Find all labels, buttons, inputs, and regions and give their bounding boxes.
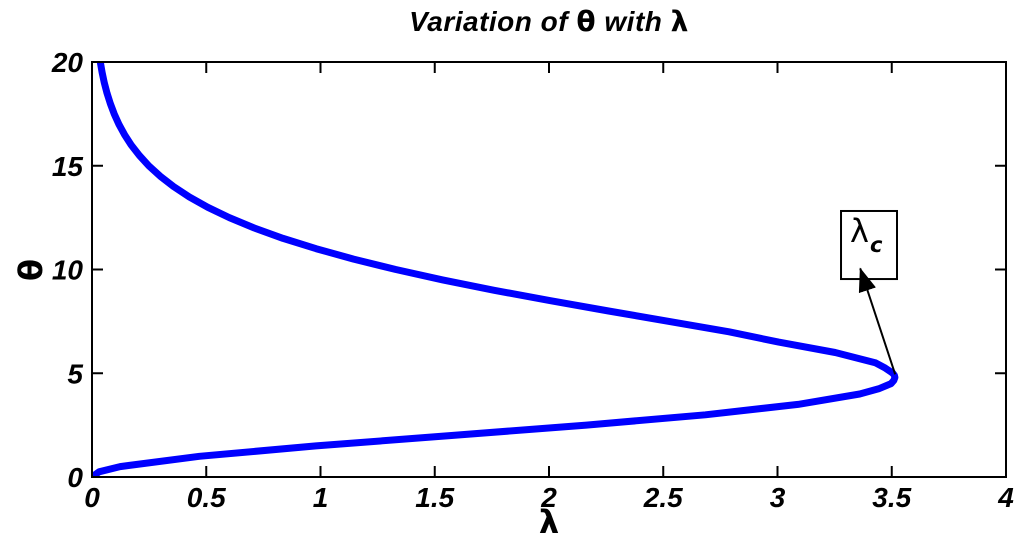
title-lambda-icon: λ (670, 5, 689, 38)
series-theta-vs-lambda (92, 62, 899, 477)
chart-title: Variation of θ with λ (92, 5, 1006, 38)
y-axis-label: θ (12, 259, 50, 281)
annotation-arrow (858, 267, 897, 375)
y-tick-label: 10 (52, 255, 84, 286)
x-tick-label: 2 (540, 482, 557, 513)
y-tick-label: 15 (52, 151, 84, 182)
y-tick-label: 20 (51, 47, 84, 78)
x-tick-label: 4 (997, 482, 1014, 513)
x-tick-label: 3.5 (872, 482, 911, 513)
y-tick-label: 5 (67, 358, 83, 389)
x-tick-label: 0 (84, 482, 100, 513)
x-tick-label: 0.5 (187, 482, 226, 513)
x-tick-label: 2.5 (643, 482, 683, 513)
y-tick-label: 0 (67, 462, 83, 493)
x-tick-label: 1.5 (415, 482, 454, 513)
title-text-2: with (596, 6, 671, 37)
x-axis-label: λ (538, 503, 560, 541)
annotation-lambda-symbol: λ (850, 211, 869, 250)
annotation-subscript-c: c (869, 232, 883, 257)
x-tick-label: 3 (770, 482, 786, 513)
title-text-1: Variation of (409, 6, 577, 37)
x-tick-label: 1 (313, 482, 329, 513)
annotation-label: λc (850, 211, 882, 256)
title-theta-icon: θ (576, 5, 597, 38)
